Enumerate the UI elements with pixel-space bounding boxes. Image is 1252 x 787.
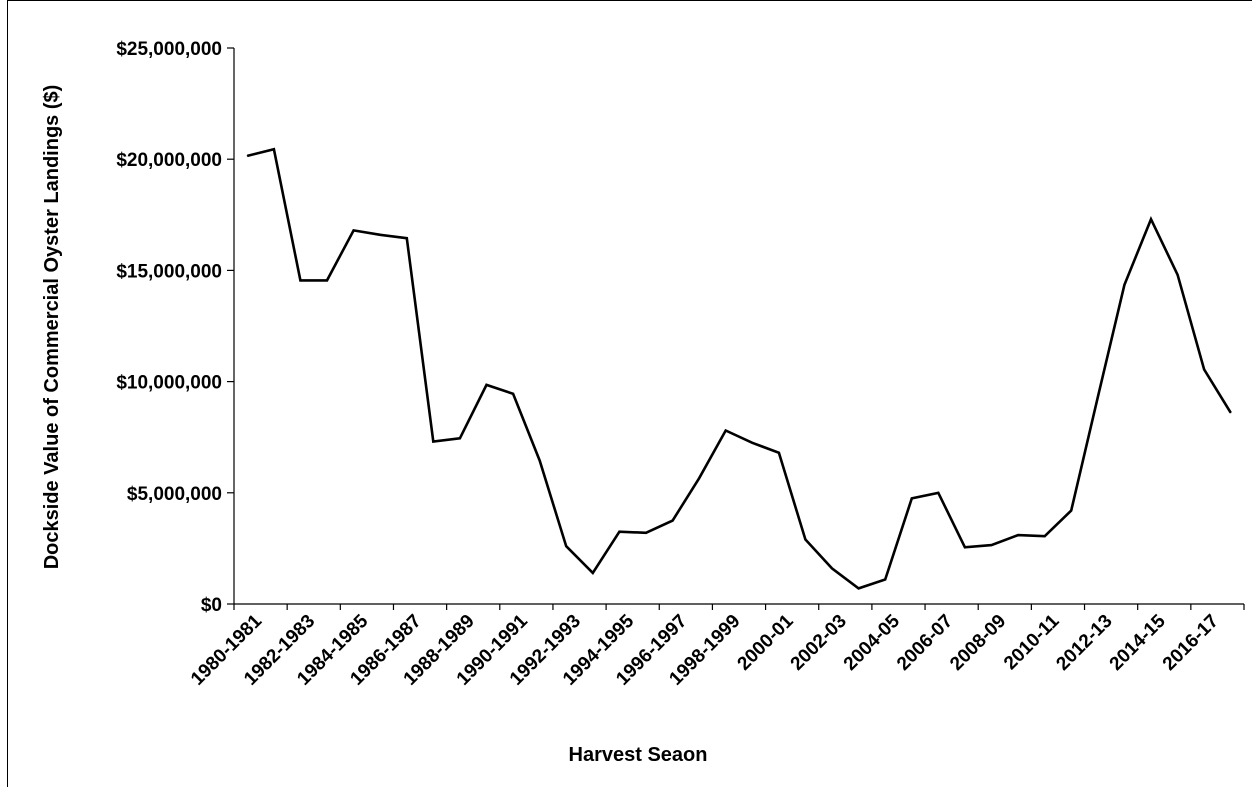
data-point (778, 452, 780, 454)
x-tick-label: 2016-17 (1159, 611, 1223, 675)
x-tick-label: 2006-07 (893, 611, 957, 675)
y-tick-label: $20,000,000 (116, 150, 222, 171)
data-point (1177, 274, 1179, 276)
x-tick-label: 2004-05 (840, 610, 904, 674)
series-layer (246, 147, 1232, 590)
data-point (1097, 396, 1099, 398)
data-point (1044, 535, 1046, 537)
data-point (1230, 412, 1232, 414)
data-point (858, 587, 860, 590)
x-axis: 1980-19811982-19831984-19851986-19871988… (187, 603, 1245, 690)
data-point (1203, 368, 1205, 370)
x-tick-label: 2012-13 (1052, 611, 1116, 675)
data-point (565, 545, 567, 547)
x-axis-title: Harvest Seaon (569, 744, 708, 766)
data-point (831, 567, 833, 570)
data-point (485, 384, 488, 386)
x-tick-label: 2014-15 (1106, 610, 1170, 674)
y-axis-title: Dockside Value of Commercial Oyster Land… (41, 85, 63, 570)
data-point (246, 155, 248, 157)
series-line (246, 147, 1232, 590)
data-point (804, 538, 807, 541)
data-point (379, 234, 381, 236)
data-point (618, 531, 621, 533)
data-point (273, 148, 275, 150)
x-tick-label: 2002-03 (787, 611, 851, 675)
data-point (990, 544, 993, 546)
data-point (672, 520, 674, 522)
y-tick-label: $5,000,000 (127, 484, 222, 505)
data-point (539, 460, 541, 462)
y-tick-label: $10,000,000 (116, 373, 222, 394)
chart-frame (7, 0, 1252, 787)
data-point (1123, 284, 1125, 286)
y-tick-label: $25,000,000 (116, 39, 222, 60)
data-point (937, 492, 939, 494)
y-axis: $0 $5,000,000 $10,000,000 $15,000,000 $20,00… (116, 39, 235, 616)
data-point (751, 442, 753, 444)
data-point (1150, 218, 1152, 220)
data-point (406, 237, 408, 239)
data-point (512, 393, 514, 395)
data-point (299, 279, 301, 281)
data-point (432, 441, 434, 443)
data-point (884, 578, 886, 581)
data-point (1017, 534, 1019, 536)
data-point (592, 572, 594, 574)
data-point (459, 437, 461, 439)
y-tick-label: $15,000,000 (116, 261, 222, 282)
data-point (326, 279, 328, 281)
x-tick-label: 2008-09 (946, 611, 1010, 675)
data-point (1070, 510, 1072, 512)
data-point (911, 497, 913, 499)
data-point (645, 532, 647, 534)
data-point (698, 477, 700, 479)
data-point (353, 229, 355, 231)
data-point (964, 546, 966, 548)
x-tick-label: 2010-11 (1000, 610, 1064, 674)
x-tick-label: 2000-01 (734, 610, 798, 674)
data-point (725, 429, 727, 432)
y-tick-label: $0 (201, 595, 222, 616)
